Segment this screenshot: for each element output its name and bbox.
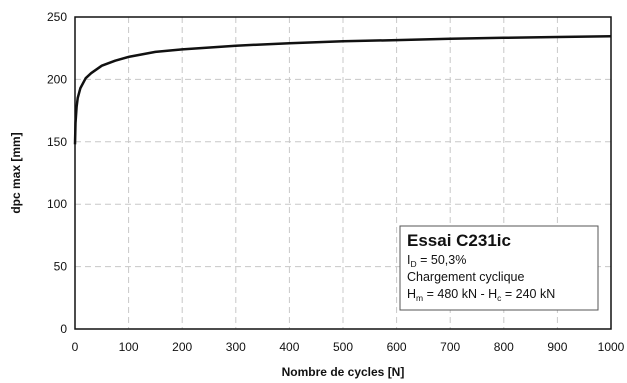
legend-hm-subscript: m	[416, 293, 423, 303]
legend-density-subscript: D	[410, 259, 416, 269]
legend-title: Essai C231ic	[407, 231, 511, 250]
legend-hc-value: = 240 kN	[501, 287, 555, 301]
x-tick-label: 600	[387, 340, 407, 354]
x-tick-label: 800	[494, 340, 514, 354]
legend-density-symbol: I	[407, 253, 410, 267]
x-tick-label: 400	[279, 340, 299, 354]
legend-hm-value: = 480 kN - H	[423, 287, 497, 301]
legend-hc-subscript: c	[497, 293, 502, 303]
legend-density-value: = 50,3%	[417, 253, 467, 267]
y-tick-label: 100	[47, 197, 67, 211]
y-axis-title: dpc max [mm]	[9, 132, 23, 213]
legend-frame	[399, 225, 599, 311]
y-tick-label: 0	[60, 322, 67, 336]
x-tick-label: 1000	[598, 340, 625, 354]
legend-hm-symbol: H	[407, 287, 416, 301]
x-tick-label: 100	[119, 340, 139, 354]
y-tick-label: 250	[47, 10, 67, 24]
y-tick-label: 150	[47, 135, 67, 149]
series-line	[73, 35, 612, 145]
x-tick-label: 300	[226, 340, 246, 354]
x-tick-labels: 0 100 200 300 400 500 600 700 800 900 1000	[72, 340, 625, 354]
y-tick-label: 200	[47, 72, 67, 86]
x-tick-label: 900	[547, 340, 567, 354]
y-tick-labels: 0 50 100 150 200 250	[47, 10, 67, 336]
x-tick-label: 200	[172, 340, 192, 354]
y-tick-label: 50	[54, 260, 68, 274]
x-tick-label: 700	[440, 340, 460, 354]
legend-density-line: ID = 50,3%	[407, 253, 466, 269]
x-tick-label: 500	[333, 340, 353, 354]
legend-forces-line: Hm = 480 kN - Hc = 240 kN	[407, 287, 555, 303]
grid	[75, 17, 611, 329]
legend-box: Essai C231ic ID = 50,3% Chargement cycli…	[399, 225, 599, 311]
plot-frame	[74, 16, 612, 330]
x-axis-title: Nombre de cycles [N]	[282, 365, 405, 379]
x-tick-label: 0	[72, 340, 79, 354]
legend-loading-line: Chargement cyclique	[407, 270, 524, 284]
